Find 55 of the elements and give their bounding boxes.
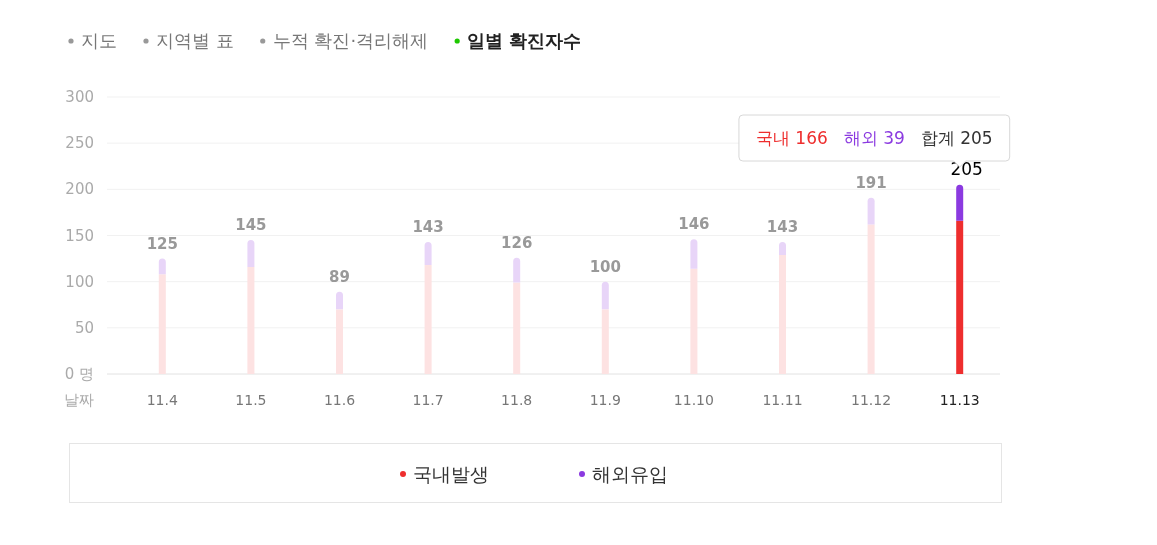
x-tick-label: 11.8 <box>501 392 533 408</box>
bar <box>247 240 255 267</box>
bar <box>956 220 964 374</box>
bar <box>601 309 609 374</box>
x-tick-label: 11.12 <box>851 392 892 408</box>
legend-label: 국내발생 <box>413 463 489 485</box>
bar <box>247 266 255 374</box>
y-tick-label: 100 <box>65 272 94 291</box>
annotation: 국내 166 <box>755 128 828 149</box>
annotation: 합계 205 <box>920 128 993 149</box>
total-label: 145 <box>235 216 267 235</box>
x-tick-label: 11.5 <box>235 392 267 408</box>
y-tick-label: 150 <box>65 226 94 245</box>
total-label: 100 <box>589 257 621 276</box>
x-tick-label: 11.10 <box>673 392 714 408</box>
annotation: 해외 39 <box>843 128 905 149</box>
text: 지역별 표 <box>156 30 234 51</box>
y-tick-label: 300 <box>65 88 94 106</box>
total-label: 191 <box>855 173 887 192</box>
bar <box>690 239 698 269</box>
legend-label: 해외유입 <box>592 463 668 485</box>
x-tick-label: 11.13 <box>939 392 980 408</box>
y-tick-label: 50 <box>74 318 94 337</box>
bar <box>956 184 964 221</box>
x-tick-label: 11.11 <box>762 392 803 408</box>
text: 지도 <box>81 30 117 51</box>
text: 누적 확진·격리해제 <box>272 30 429 51</box>
bar <box>513 282 521 374</box>
total-label: 89 <box>329 267 350 286</box>
bar <box>690 268 698 374</box>
total-label: 125 <box>146 234 178 253</box>
x-tick-label: 11.9 <box>589 392 621 408</box>
bar <box>867 224 875 374</box>
total-label: 205 <box>950 158 983 179</box>
bar <box>424 241 432 266</box>
total-label: 146 <box>678 215 710 234</box>
x-axis-title: 날짜 <box>64 391 94 409</box>
text: 일별 확진자수 <box>467 30 582 51</box>
bar <box>601 281 609 310</box>
bar <box>336 309 343 374</box>
bar <box>867 197 875 225</box>
y-tick-label: 200 <box>65 180 94 199</box>
total-label: 143 <box>766 217 799 236</box>
x-tick-label: 11.4 <box>146 392 178 408</box>
y-tick-label: 0 명 <box>64 365 94 383</box>
bar <box>779 254 786 374</box>
x-tick-label: 11.6 <box>323 392 356 408</box>
total-label: 126 <box>501 233 533 252</box>
bar <box>424 265 432 374</box>
x-tick-label: 11.7 <box>412 392 444 408</box>
bar <box>513 257 521 283</box>
bar <box>158 274 166 374</box>
total-label: 143 <box>412 217 444 236</box>
bar <box>336 291 343 310</box>
y-tick-label: 250 <box>65 134 94 153</box>
